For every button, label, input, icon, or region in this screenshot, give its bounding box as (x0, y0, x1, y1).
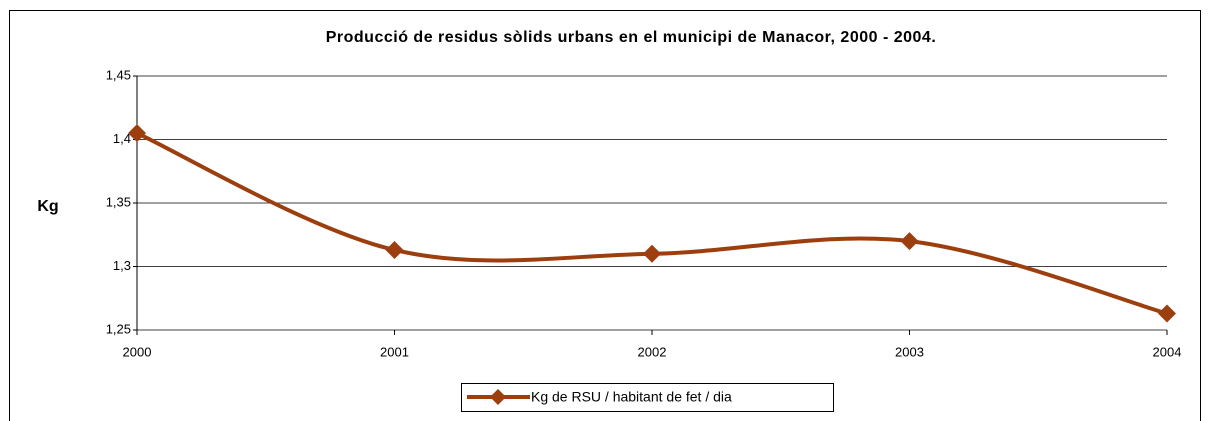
x-tick-label: 2001 (380, 344, 409, 359)
y-axis-label: Kg (37, 198, 58, 215)
legend-label: Kg de RSU / habitant de fet / dia (531, 389, 732, 405)
x-tick-label: 2000 (123, 344, 152, 359)
x-tick-label: 2004 (1153, 344, 1182, 359)
y-tick-label: 1,25 (106, 321, 131, 336)
legend-marker (490, 389, 506, 405)
point-marker (385, 240, 404, 259)
point-marker (1158, 304, 1176, 323)
y-tick-label: 1,35 (106, 194, 131, 209)
point-marker (643, 244, 661, 263)
chart-frame (9, 10, 1201, 421)
point-marker (900, 232, 919, 251)
y-tick-label: 1,3 (113, 258, 131, 273)
chart-title: Producció de residus sòlids urbans en el… (326, 29, 937, 46)
x-tick-label: 2002 (638, 344, 667, 359)
x-tick-label: 2003 (895, 344, 924, 359)
y-tick-label: 1,45 (106, 67, 131, 82)
point-marker (128, 124, 146, 143)
y-tick-label: 1,4 (113, 131, 131, 146)
